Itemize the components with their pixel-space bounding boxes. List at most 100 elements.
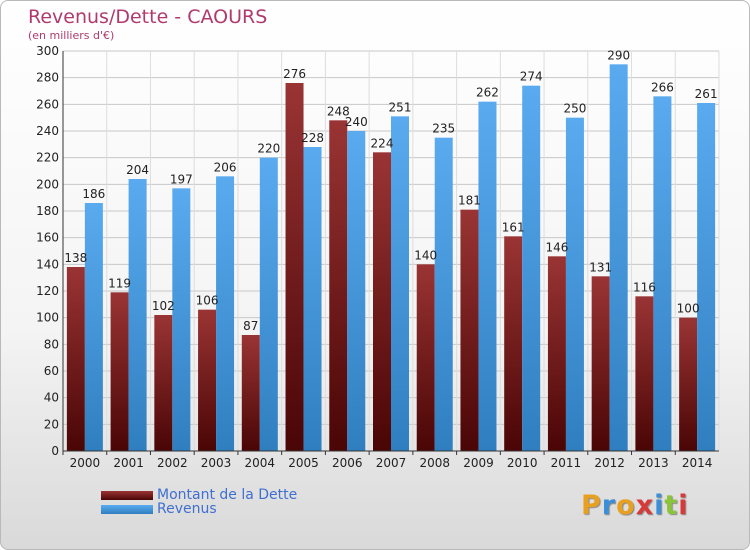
bar-revenus: [609, 64, 628, 452]
data-label: 248: [327, 104, 350, 118]
bar-revenus: [303, 147, 322, 451]
data-label: 276: [283, 67, 306, 81]
x-tick-label: 2005: [288, 456, 319, 470]
y-tick-label: 220: [36, 151, 59, 165]
data-label: 119: [108, 276, 131, 290]
y-tick-label: 0: [51, 444, 59, 458]
data-label: 138: [64, 251, 87, 265]
data-label: 102: [152, 299, 175, 313]
y-tick-label: 20: [44, 417, 59, 431]
data-label: 197: [170, 172, 193, 186]
bar-revenus: [697, 103, 716, 451]
bar-dette: [591, 276, 610, 451]
y-tick-label: 80: [44, 337, 59, 351]
proxiti-logo: Proxiti: [581, 490, 689, 521]
bar-revenus: [172, 188, 191, 452]
legend-swatch-dette: [101, 490, 153, 500]
data-label: 161: [502, 220, 525, 234]
bar-revenus: [522, 85, 541, 452]
data-label: 116: [633, 280, 656, 294]
x-tick-label: 2012: [594, 456, 625, 470]
x-tick-label: 2008: [419, 456, 450, 470]
x-tick-label: 2010: [507, 456, 538, 470]
bar-revenus: [434, 137, 453, 451]
x-tick-label: 2007: [376, 456, 407, 470]
legend-item-revenus: Revenus: [101, 501, 217, 517]
legend-label-dette: Montant de la Dette: [157, 487, 298, 503]
x-tick-label: 2014: [682, 456, 713, 470]
x-tick-label: 2003: [201, 456, 232, 470]
data-label: 262: [476, 86, 499, 100]
data-label: 206: [214, 160, 237, 174]
bar-dette: [547, 256, 566, 451]
bar-dette: [679, 317, 698, 451]
legend-item-dette: Montant de la Dette: [101, 487, 297, 503]
data-label: 261: [695, 87, 718, 101]
y-tick-label: 40: [44, 391, 59, 405]
bar-revenus: [128, 179, 147, 451]
data-label: 186: [82, 187, 105, 201]
bar-dette: [110, 292, 129, 451]
bar-dette: [460, 209, 479, 451]
data-label: 100: [677, 302, 700, 316]
x-tick-label: 2009: [463, 456, 494, 470]
bars: [66, 64, 716, 452]
y-tick-label: 280: [36, 71, 59, 85]
bar-revenus: [84, 203, 103, 451]
bar-revenus: [391, 116, 409, 451]
data-label: 240: [345, 115, 368, 129]
bar-dette: [285, 83, 304, 451]
bar-dette: [504, 236, 523, 451]
data-label: 266: [651, 80, 674, 94]
data-label: 87: [243, 319, 258, 333]
x-tick-label: 2004: [245, 456, 276, 470]
y-tick-label: 180: [36, 204, 59, 218]
x-tick-label: 2001: [113, 456, 144, 470]
data-label: 106: [196, 294, 219, 308]
data-label: 228: [301, 131, 324, 145]
y-tick-label: 260: [36, 97, 59, 111]
data-label: 274: [520, 70, 543, 84]
data-label: 250: [563, 102, 586, 116]
y-tick-label: 100: [36, 311, 59, 325]
data-label: 131: [589, 260, 612, 274]
y-tick-label: 240: [36, 124, 59, 138]
data-label: 146: [545, 240, 568, 254]
bar-dette: [329, 120, 348, 451]
chart-title: Revenus/Dette - CAOURS: [28, 6, 268, 28]
y-tick-label: 120: [36, 284, 59, 298]
bar-dette: [154, 315, 173, 451]
data-label: 220: [257, 142, 280, 156]
bar-dette: [241, 335, 260, 451]
x-tick-label: 2013: [638, 456, 669, 470]
bar-revenus: [565, 117, 584, 452]
y-tick-label: 300: [36, 44, 59, 58]
data-label: 224: [371, 136, 394, 150]
x-tick-label: 2011: [551, 456, 582, 470]
labels: 0 20 40 60 80 100 120 140 160 180 200 220 240 260 280 3…: [36, 44, 717, 470]
bar-revenus: [216, 176, 235, 452]
bar-revenus: [347, 131, 366, 451]
data-label: 235: [432, 122, 455, 136]
legend-swatch-revenus: [101, 504, 153, 514]
legend-label-revenus: Revenus: [157, 501, 217, 517]
data-label: 140: [414, 248, 437, 262]
x-tick-label: 2006: [332, 456, 363, 470]
bar-dette: [635, 296, 654, 451]
bar-dette: [416, 264, 435, 451]
x-tick-label: 2000: [70, 456, 101, 470]
bar-revenus: [653, 96, 672, 451]
y-tick-label: 140: [36, 257, 59, 271]
y-tick-label: 60: [44, 364, 59, 378]
x-tick-label: 2002: [157, 456, 188, 470]
data-label: 290: [607, 48, 630, 62]
data-label: 181: [458, 194, 481, 208]
data-label: 251: [389, 100, 412, 114]
y-tick-label: 160: [36, 231, 59, 245]
bar-dette: [373, 152, 391, 452]
chart-subtitle: (en milliers d'€): [28, 29, 115, 42]
axes: [62, 51, 719, 455]
bar-revenus: [478, 101, 497, 452]
